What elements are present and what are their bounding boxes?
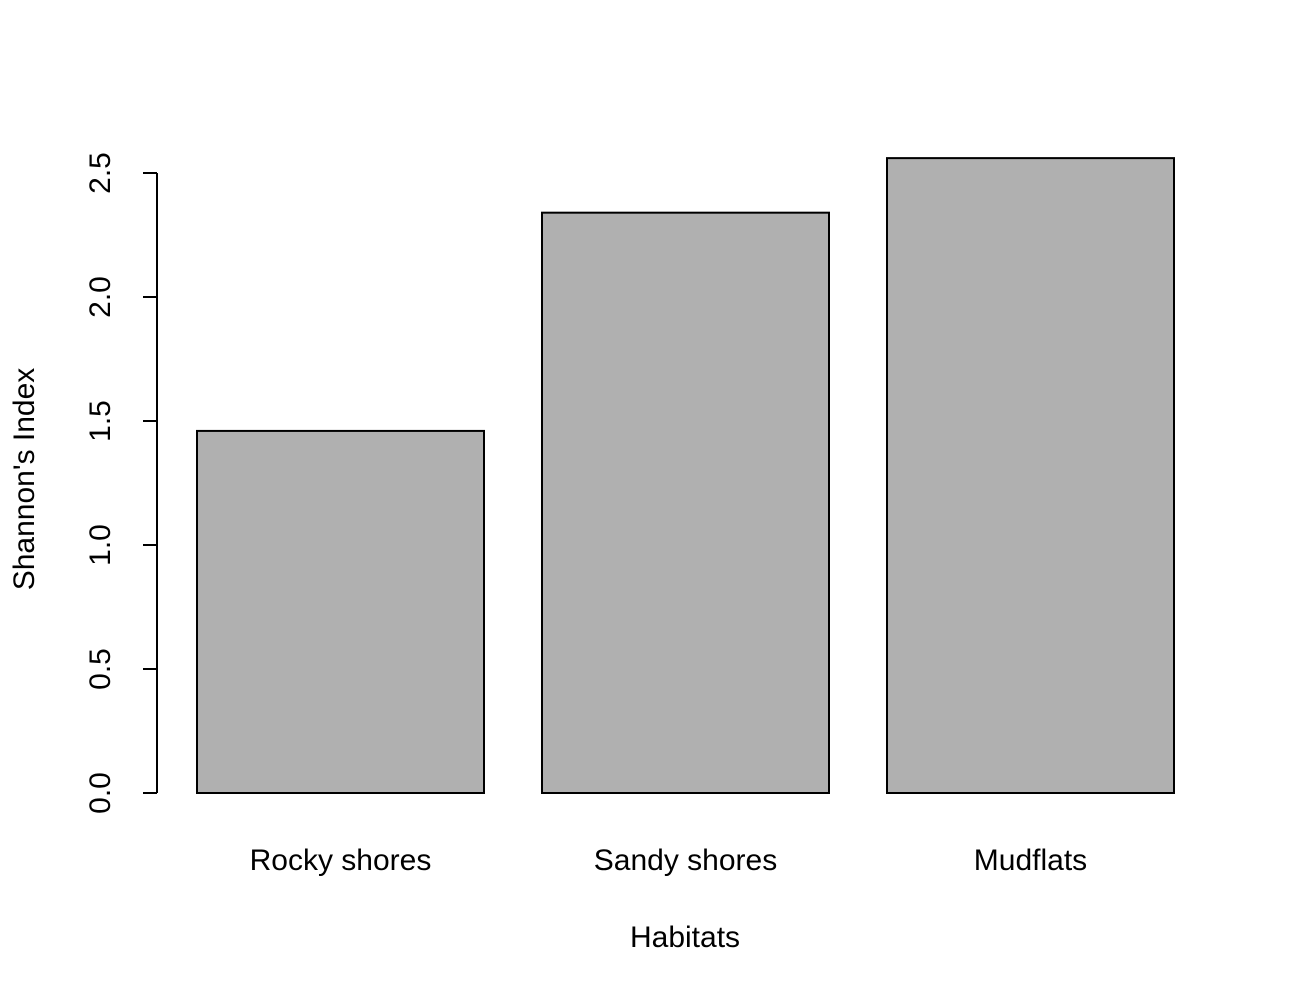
y-tick-label: 0.0 (84, 772, 117, 814)
x-axis-labels: Rocky shores Sandy shores Mudflats (250, 844, 1088, 877)
y-tick-label: 1.5 (84, 400, 117, 442)
bars-group (196, 157, 1175, 794)
y-axis: 0.0 0.5 1.0 1.5 2.0 2.5 (84, 152, 158, 814)
y-tick-label: 2.0 (84, 276, 117, 318)
bar-mudflats (886, 157, 1175, 794)
bar-rocky-shores (196, 429, 485, 794)
x-axis-title: Habitats (630, 921, 740, 954)
bar-sandy-shores (541, 211, 830, 794)
x-category-label: Mudflats (974, 844, 1087, 877)
x-category-label: Rocky shores (250, 844, 432, 877)
x-category-label: Sandy shores (594, 844, 777, 877)
y-tick-label: 1.0 (84, 524, 117, 566)
y-axis-title: Shannon's Index (8, 368, 41, 591)
y-tick-label: 2.5 (84, 152, 117, 194)
y-tick-label: 0.5 (84, 648, 117, 690)
